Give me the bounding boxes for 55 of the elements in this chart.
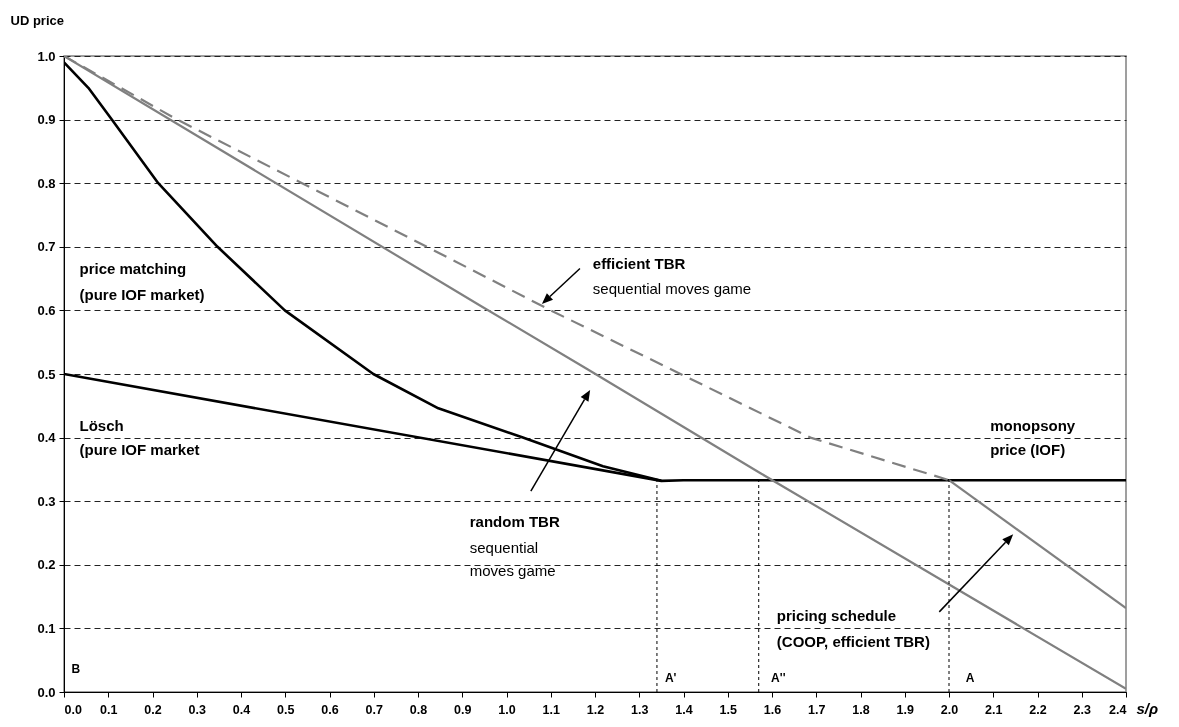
annotation: monopsony (990, 417, 1076, 435)
annotation: pricing schedule (776, 607, 897, 625)
x-tick-label: 1.8 (852, 702, 870, 717)
x-tick-label: 0.4 (232, 702, 251, 717)
y-tick-label: 0.9 (37, 112, 56, 128)
annotation: (pure IOF market) (79, 285, 205, 303)
x-tick-label: 1.7 (808, 702, 826, 717)
x-tick-label: 2.1 (985, 702, 1003, 717)
x-tick-label: 2.0 (940, 702, 959, 717)
annotation: (pure IOF market (79, 441, 200, 459)
annotation: price (IOF) (990, 441, 1066, 459)
y-tick-label: 0.7 (37, 239, 56, 255)
y-tick-label: 0.3 (37, 493, 56, 509)
x-tick-label: 0.0 (64, 702, 82, 717)
x-tick-label: 0.7 (365, 702, 383, 717)
x-tick-label: 1.1 (542, 702, 560, 717)
annotation: A'' (771, 671, 786, 686)
annotation: (COOP, efficient TBR) (776, 632, 930, 650)
x-tick-label: 0.8 (409, 702, 428, 717)
annotation: sequential moves game (592, 279, 752, 297)
annotation: Lösch (79, 416, 124, 434)
y-tick-label: 0.8 (37, 175, 56, 191)
x-tick-label: 1.0 (498, 702, 516, 717)
x-tick-label: 0.5 (277, 702, 295, 717)
y-tick-label: 1.0 (37, 48, 56, 64)
x-tick-label: 1.2 (586, 702, 605, 717)
y-tick-label: 0.4 (37, 430, 57, 446)
x-tick-label: 2.4 (1109, 702, 1127, 717)
annotation: efficient TBR (592, 254, 686, 272)
annotation: random TBR (469, 513, 560, 531)
x-tick-label: 0.1 (100, 702, 118, 717)
y-tick-label: 0.6 (37, 302, 56, 318)
y-tick-label: 0.0 (37, 684, 56, 700)
x-tick-label: 2.3 (1073, 702, 1091, 717)
x-tick-label: 1.6 (763, 702, 782, 717)
annotation: A (965, 671, 975, 686)
y-axis-title: UD price (10, 12, 64, 28)
x-tick-label: 1.5 (719, 702, 737, 717)
y-tick-label: 0.1 (37, 620, 56, 636)
annotation: A' (664, 671, 677, 686)
y-tick-label: 0.5 (37, 366, 56, 382)
annotation: moves game (469, 562, 556, 580)
x-tick-label: 1.3 (631, 702, 649, 717)
annotation: sequential (469, 539, 539, 557)
x-axis-title: s/ρ (1136, 699, 1159, 717)
x-tick-label: 2.2 (1029, 702, 1047, 717)
x-tick-label: 0.2 (144, 702, 162, 717)
x-tick-label: 1.4 (675, 702, 693, 717)
x-tick-label: 0.6 (321, 702, 339, 717)
x-tick-label: 0.9 (454, 702, 472, 717)
y-tick-label: 0.2 (37, 557, 56, 573)
annotation: price matching (79, 260, 187, 278)
annotation: B (71, 662, 81, 677)
x-tick-label: 1.9 (896, 702, 914, 717)
x-tick-label: 0.3 (188, 702, 206, 717)
